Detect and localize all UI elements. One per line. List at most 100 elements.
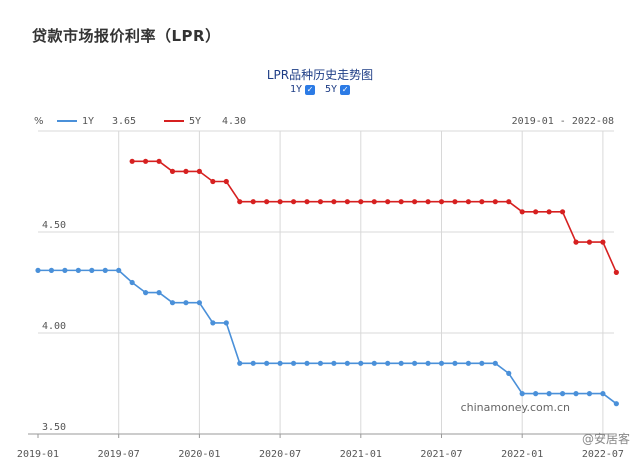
data-point-5y[interactable]	[290, 199, 297, 205]
series-toggles: 1Y ✓ 5Y ✓	[0, 84, 640, 95]
data-point-5y[interactable]	[613, 269, 619, 275]
data-point-1y[interactable]	[277, 360, 283, 366]
data-point-5y[interactable]	[169, 168, 176, 174]
data-point-1y[interactable]	[465, 360, 471, 366]
data-point-5y[interactable]	[129, 158, 135, 164]
data-point-1y[interactable]	[546, 391, 552, 397]
data-point-1y[interactable]	[237, 360, 243, 366]
series-layer	[35, 158, 619, 407]
series-line-1y	[38, 269, 617, 405]
data-point-5y[interactable]	[546, 209, 552, 215]
data-point-1y[interactable]	[479, 360, 485, 366]
data-point-1y[interactable]	[317, 360, 324, 366]
data-point-1y[interactable]	[425, 360, 431, 366]
data-point-1y[interactable]	[210, 320, 216, 326]
data-point-1y[interactable]	[264, 360, 270, 366]
x-tick-label: 2020-01	[178, 449, 220, 460]
data-point-5y[interactable]	[452, 199, 458, 205]
data-point-5y[interactable]	[331, 199, 337, 205]
data-point-1y[interactable]	[331, 360, 337, 366]
data-point-1y[interactable]	[223, 320, 229, 326]
data-point-5y[interactable]	[143, 158, 149, 164]
data-point-1y[interactable]	[116, 267, 122, 273]
data-point-5y[interactable]	[371, 199, 377, 205]
data-point-5y[interactable]	[210, 178, 216, 185]
data-point-5y[interactable]	[519, 209, 525, 215]
data-point-5y[interactable]	[479, 199, 485, 205]
data-point-1y[interactable]	[559, 391, 566, 397]
toggle-1y-label: 1Y	[289, 84, 302, 95]
data-point-1y[interactable]	[196, 300, 202, 306]
legend-5y-value: 4.30	[222, 116, 246, 127]
y-tick-label: 3.50	[42, 422, 66, 433]
data-point-5y[interactable]	[183, 168, 189, 174]
data-point-1y[interactable]	[452, 360, 458, 366]
data-point-5y[interactable]	[358, 199, 364, 205]
data-point-5y[interactable]	[250, 199, 256, 205]
data-point-5y[interactable]	[385, 199, 391, 205]
data-point-5y[interactable]	[559, 209, 566, 215]
data-point-5y[interactable]	[237, 199, 243, 205]
toggle-1y[interactable]: 1Y ✓	[290, 84, 315, 95]
data-point-1y[interactable]	[183, 300, 189, 306]
data-point-5y[interactable]	[344, 199, 350, 205]
data-point-1y[interactable]	[102, 267, 108, 273]
data-point-1y[interactable]	[358, 360, 364, 366]
data-point-5y[interactable]	[492, 199, 498, 205]
x-tick-label: 2021-01	[340, 449, 382, 460]
checkbox-5y[interactable]: ✓	[340, 84, 351, 95]
data-point-1y[interactable]	[371, 360, 377, 366]
data-point-1y[interactable]	[143, 290, 149, 296]
data-point-5y[interactable]	[600, 239, 606, 245]
axis-layer: 2019-01 2019-07 2020-01 2020-07 2021-01 2021-…	[17, 220, 624, 460]
data-point-1y[interactable]	[156, 290, 162, 296]
data-point-5y[interactable]	[506, 199, 512, 205]
data-point-5y[interactable]	[223, 178, 229, 185]
data-point-1y[interactable]	[385, 360, 391, 366]
x-tick-label: 2020-07	[259, 449, 301, 460]
grid-layer	[38, 130, 614, 435]
data-point-5y[interactable]	[277, 199, 283, 205]
toggle-5y[interactable]: 5Y ✓	[325, 84, 351, 95]
data-point-1y[interactable]	[62, 267, 68, 273]
data-point-5y[interactable]	[465, 199, 471, 205]
x-tick-label: 2022-07	[582, 449, 624, 460]
data-point-5y[interactable]	[573, 239, 579, 245]
data-point-1y[interactable]	[89, 267, 95, 273]
data-point-1y[interactable]	[519, 391, 525, 397]
legend-5y-name: 5Y	[189, 116, 201, 127]
data-point-1y[interactable]	[438, 360, 445, 366]
data-point-1y[interactable]	[35, 267, 41, 273]
checkbox-1y[interactable]: ✓	[304, 84, 315, 95]
data-point-1y[interactable]	[613, 401, 619, 407]
data-point-1y[interactable]	[169, 300, 176, 306]
data-point-5y[interactable]	[425, 199, 431, 205]
data-point-1y[interactable]	[290, 360, 297, 366]
data-point-5y[interactable]	[304, 199, 310, 205]
data-point-5y[interactable]	[438, 199, 445, 205]
x-tick-label: 2021-07	[420, 449, 462, 460]
data-point-1y[interactable]	[48, 267, 55, 273]
data-point-1y[interactable]	[398, 360, 404, 366]
data-point-1y[interactable]	[533, 391, 539, 397]
data-point-1y[interactable]	[573, 391, 579, 397]
data-point-1y[interactable]	[304, 360, 310, 366]
data-point-5y[interactable]	[412, 199, 418, 205]
data-point-5y[interactable]	[533, 209, 539, 215]
date-range-label: 2019-01 - 2022-08	[512, 116, 614, 127]
data-point-5y[interactable]	[398, 199, 404, 205]
data-point-5y[interactable]	[317, 199, 324, 205]
data-point-1y[interactable]	[586, 391, 593, 397]
data-point-1y[interactable]	[412, 360, 418, 366]
data-point-5y[interactable]	[156, 158, 162, 164]
data-point-1y[interactable]	[129, 279, 135, 286]
data-point-1y[interactable]	[506, 370, 512, 376]
data-point-1y[interactable]	[600, 391, 606, 397]
data-point-5y[interactable]	[586, 239, 593, 245]
data-point-1y[interactable]	[250, 360, 256, 366]
data-point-5y[interactable]	[264, 199, 270, 205]
data-point-1y[interactable]	[492, 360, 498, 366]
data-point-5y[interactable]	[196, 168, 202, 174]
data-point-1y[interactable]	[344, 360, 350, 366]
data-point-1y[interactable]	[75, 267, 81, 273]
